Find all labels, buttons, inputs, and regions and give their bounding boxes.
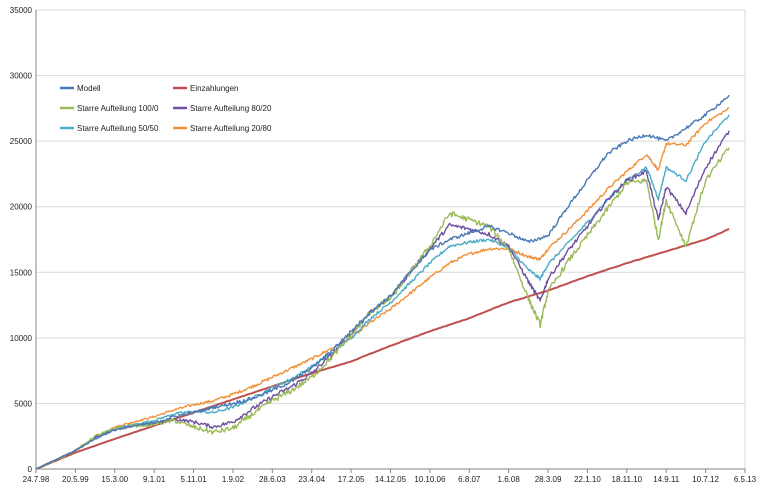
series-line-starre-aufteilung-80-20 [35, 130, 730, 470]
x-tick-label: 10.7.12 [692, 475, 719, 484]
legend-label: Starre Aufteilung 50/50 [77, 124, 159, 133]
x-tick-label: 24.7.98 [23, 475, 50, 484]
x-tick-label: 10.10.06 [414, 475, 446, 484]
legend-label: Starre Aufteilung 20/80 [190, 124, 272, 133]
legend-item: Modell [60, 84, 101, 93]
axes [35, 9, 746, 473]
x-tick-label: 1.9.02 [222, 475, 245, 484]
x-tick-label: 14.9.11 [653, 475, 680, 484]
legend-item: Starre Aufteilung 80/20 [173, 104, 272, 113]
legend-label: Modell [77, 84, 101, 93]
x-tick-label: 28.3.09 [535, 475, 562, 484]
x-tick-label: 15.3.00 [101, 475, 128, 484]
y-tick-label: 10000 [10, 334, 33, 343]
legend-label: Einzahlungen [190, 84, 238, 93]
y-tick-label: 35000 [10, 6, 33, 15]
series-line-starre-aufteilung-20-80 [35, 107, 730, 470]
legend-item: Starre Aufteilung 20/80 [173, 124, 272, 133]
legend-label: Starre Aufteilung 100/0 [77, 104, 159, 113]
plot-area [35, 9, 746, 470]
legend-item: Starre Aufteilung 50/50 [60, 124, 159, 133]
series-line-einzahlungen [35, 228, 730, 470]
legend-label: Starre Aufteilung 80/20 [190, 104, 272, 113]
x-tick-label: 9.1.01 [143, 475, 166, 484]
x-tick-label: 6.5.13 [734, 475, 757, 484]
x-tick-label: 5.11.01 [181, 475, 208, 484]
x-tick-label: 6.8.07 [458, 475, 481, 484]
y-tick-label: 20000 [10, 203, 33, 212]
y-tick-labels: 0 5000 10000 15000 20000 25000 30000 35000 [10, 6, 33, 474]
x-tick-label: 18.11.10 [612, 475, 643, 484]
series-line-starre-aufteilung-50-50 [35, 114, 730, 470]
x-tick-labels: 24.7.98 20.5.99 15.3.00 9.1.01 5.11.01 1.9.02… [23, 475, 757, 484]
x-tick-label: 22.1.10 [574, 475, 601, 484]
series-line-modell [35, 94, 730, 470]
x-tick-label: 14.12.05 [375, 475, 407, 484]
y-tick-label: 25000 [10, 137, 33, 146]
legend: Modell Einzahlungen Starre Aufteilung 100/… [60, 84, 272, 133]
legend-item: Starre Aufteilung 100/0 [60, 104, 159, 113]
legend-item: Einzahlungen [173, 84, 238, 93]
x-tick-label: 20.5.99 [62, 475, 89, 484]
gridlines [36, 9, 745, 470]
y-tick-label: 0 [28, 465, 33, 474]
y-tick-label: 30000 [10, 72, 33, 81]
y-tick-label: 5000 [14, 399, 32, 408]
series-lines [35, 94, 730, 470]
x-tick-label: 1.6.08 [498, 475, 521, 484]
x-tick-label: 23.4.04 [298, 475, 325, 484]
x-tick-label: 17.2.05 [338, 475, 365, 484]
y-tick-label: 15000 [10, 268, 33, 277]
x-tick-label: 28.6.03 [259, 475, 286, 484]
